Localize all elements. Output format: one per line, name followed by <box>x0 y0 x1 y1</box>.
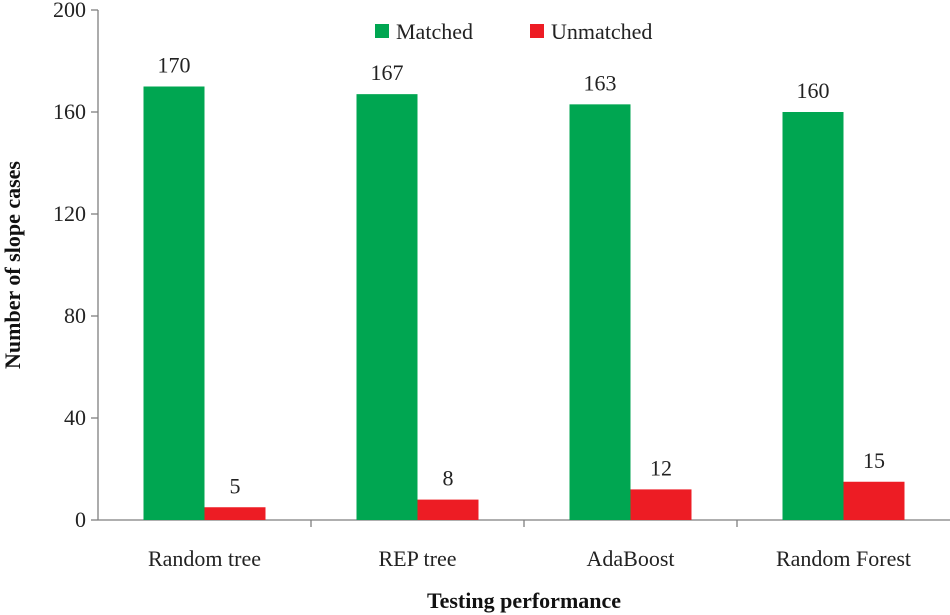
legend-label: Unmatched <box>551 19 652 44</box>
category-label: REP tree <box>379 546 457 571</box>
category-label: Random tree <box>148 546 261 571</box>
y-tick-label: 200 <box>53 0 86 22</box>
unmatched-bar <box>204 507 266 520</box>
data-label: 15 <box>863 448 885 473</box>
x-axis-title: Testing performance <box>427 588 621 613</box>
category-label: AdaBoost <box>587 546 675 571</box>
y-axis-title: Number of slope cases <box>0 161 25 369</box>
data-label: 167 <box>371 60 404 85</box>
data-label: 163 <box>584 70 617 95</box>
y-tick-label: 160 <box>53 99 86 124</box>
data-label: 12 <box>650 455 672 480</box>
y-tick-label: 40 <box>64 405 86 430</box>
unmatched-bar <box>630 489 692 520</box>
data-label: 170 <box>158 53 191 78</box>
legend: Matched Unmatched <box>375 19 652 44</box>
matched-bar <box>356 94 418 521</box>
matched-bar <box>143 86 205 520</box>
category-label: Random Forest <box>776 546 911 571</box>
matched-bar <box>782 112 844 520</box>
plot-area: 0 40 80 120 160 200 Random tree 170 5 REP tree 167… <box>53 0 950 571</box>
unmatched-legend-swatch <box>530 24 544 38</box>
matched-bar <box>569 104 631 520</box>
legend-label: Matched <box>396 19 473 44</box>
unmatched-bar <box>417 499 479 520</box>
y-tick-label: 0 <box>75 507 86 532</box>
data-label: 5 <box>230 473 241 498</box>
y-tick-label: 120 <box>53 201 86 226</box>
data-label: 160 <box>797 78 830 103</box>
y-tick-label: 80 <box>64 303 86 328</box>
unmatched-bar <box>843 481 905 520</box>
matched-legend-swatch <box>375 24 389 38</box>
data-label: 8 <box>443 466 454 491</box>
